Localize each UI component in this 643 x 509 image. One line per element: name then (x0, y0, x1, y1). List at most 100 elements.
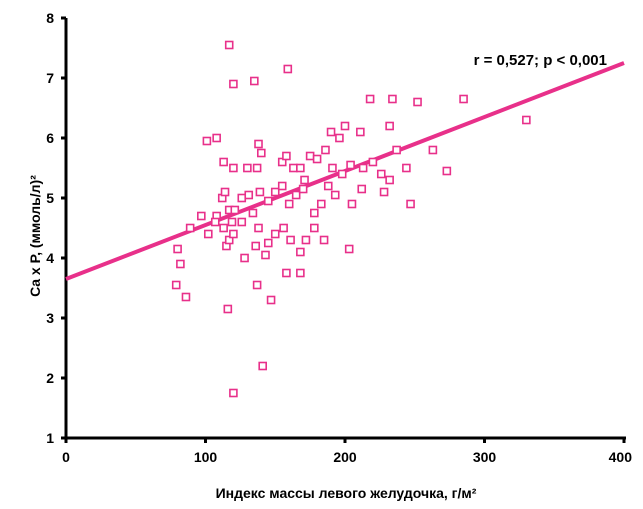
data-point (284, 199, 294, 209)
data-point (220, 187, 230, 197)
data-point (261, 250, 270, 260)
data-point (357, 184, 367, 194)
y-tick-label: 4 (46, 250, 54, 266)
data-point (335, 133, 344, 143)
data-point (298, 184, 308, 194)
data-point (197, 211, 206, 221)
data-point (270, 187, 280, 197)
data-point (251, 241, 261, 251)
data-point (223, 304, 233, 314)
data-point (337, 169, 347, 179)
data-point (301, 235, 311, 245)
data-point (229, 388, 238, 398)
data-point (428, 145, 438, 155)
y-tick-label: 1 (46, 430, 54, 446)
data-point (459, 94, 468, 104)
data-point (310, 223, 319, 233)
data-point (323, 181, 333, 191)
data-point (310, 208, 319, 218)
data-point (282, 151, 291, 161)
data-point (202, 136, 212, 146)
data-point (224, 40, 234, 50)
data-point (291, 190, 301, 200)
data-point (392, 145, 401, 155)
data-point (296, 163, 305, 173)
data-point (203, 229, 213, 239)
data-point (279, 223, 288, 233)
data-point (263, 238, 273, 248)
x-tick-label: 100 (194, 449, 218, 465)
data-point (252, 163, 262, 173)
data-point (266, 295, 276, 305)
data-point (227, 217, 237, 227)
data-point (256, 148, 266, 158)
data-point (326, 127, 336, 137)
data-point (229, 79, 238, 89)
data-point (230, 205, 240, 215)
data-point (237, 217, 247, 227)
data-point (385, 121, 394, 131)
data-point (254, 223, 263, 233)
x-tick-label: 300 (473, 449, 497, 465)
data-point (289, 163, 298, 173)
data-point (229, 163, 238, 173)
data-point (181, 292, 191, 302)
data-point (244, 190, 254, 200)
data-point (171, 280, 181, 290)
data-point (258, 361, 267, 371)
data-point (300, 175, 309, 185)
data-point (356, 127, 365, 137)
data-point (346, 160, 355, 170)
data-point (173, 244, 182, 254)
data-point (283, 64, 293, 74)
data-point (212, 133, 221, 143)
y-tick-label: 3 (46, 310, 54, 326)
tick-marks (61, 16, 626, 443)
data-point (316, 199, 326, 209)
data-point (270, 229, 280, 239)
data-point (406, 199, 415, 209)
data-point (319, 235, 329, 245)
data-point (248, 208, 258, 218)
data-point (176, 259, 185, 269)
data-points (171, 40, 531, 398)
data-point (358, 163, 368, 173)
data-point (240, 253, 249, 263)
data-point (277, 181, 287, 191)
y-tick-label: 8 (46, 10, 54, 26)
data-point (312, 154, 322, 164)
data-point (376, 169, 386, 179)
x-tick-label: 200 (333, 449, 357, 465)
data-point (296, 247, 305, 257)
data-point (413, 97, 422, 107)
data-point (388, 94, 397, 104)
data-point (263, 196, 273, 206)
data-point (243, 163, 252, 173)
data-point (229, 229, 238, 239)
y-tick-label: 2 (46, 370, 54, 386)
data-point (254, 139, 263, 149)
data-point (402, 163, 411, 173)
data-point (252, 280, 262, 290)
data-point (305, 151, 315, 161)
data-point (321, 145, 330, 155)
y-axis-title: Ca x P, (ммоль/л)² (27, 175, 43, 297)
data-point (219, 223, 228, 233)
data-point (210, 217, 220, 227)
data-point (344, 244, 354, 254)
data-point (368, 157, 378, 167)
x-axis-title: Индекс массы левого желудочка, г/м² (216, 485, 477, 501)
data-point (237, 193, 247, 203)
y-tick-label: 6 (46, 130, 54, 146)
data-point (340, 121, 350, 131)
data-point (328, 163, 337, 173)
data-point (522, 115, 531, 125)
data-point (250, 76, 259, 86)
data-point (347, 199, 357, 209)
data-point (330, 190, 340, 200)
data-point (385, 175, 394, 185)
data-point (282, 268, 291, 278)
data-point (379, 187, 389, 197)
x-tick-label: 400 (609, 449, 633, 465)
